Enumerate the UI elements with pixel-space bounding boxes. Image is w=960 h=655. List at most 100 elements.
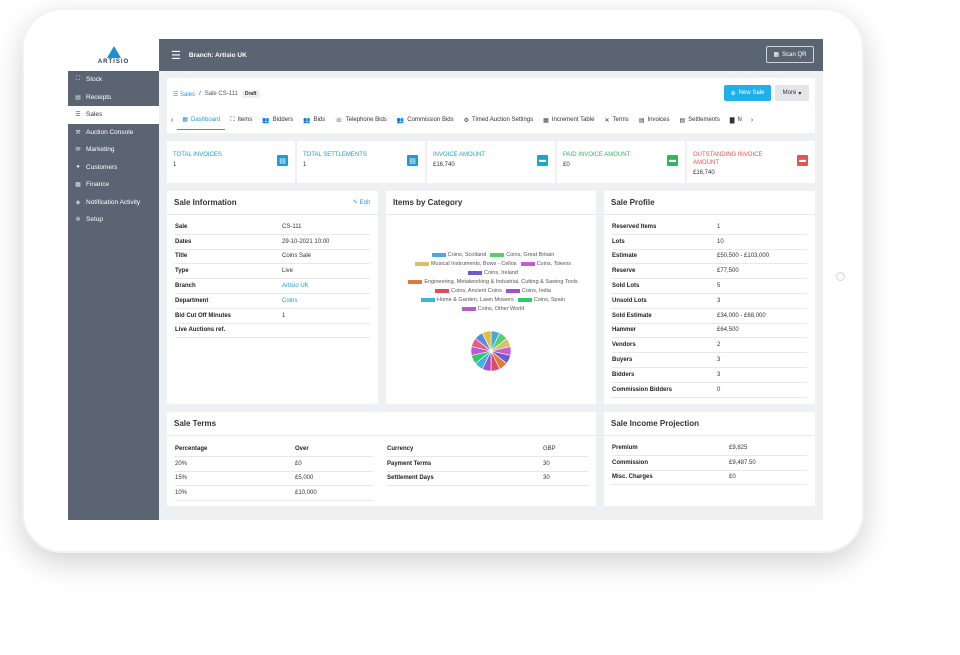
category-pie-chart — [470, 330, 512, 372]
tab-bidders[interactable]: 👥 Bidders — [257, 110, 298, 130]
legend-swatch — [414, 261, 429, 266]
tab-icon: 👥 — [303, 117, 311, 124]
legend-item[interactable]: Coins, Spain — [514, 297, 565, 303]
legend-item[interactable]: Coins, India — [502, 288, 551, 294]
caret-down-icon: ▾ — [798, 90, 802, 97]
info-row: Buyers 3 — [612, 353, 807, 368]
info-key: Misc. Charges — [612, 474, 653, 481]
info-value: Coins Sale — [282, 253, 312, 260]
sale-terms-title: Sale Terms — [167, 412, 596, 436]
terms-setting-row: Settlement Days 30 — [387, 472, 588, 487]
legend-item[interactable]: Coins, Ireland — [464, 270, 518, 276]
info-value: 3 — [717, 297, 721, 304]
app-screen: ARTISIO ⛶ Stock ▤ Receipts ☰ Sales ⚒ Auction Co… — [68, 39, 823, 520]
info-value[interactable]: Coins — [282, 297, 298, 304]
sidebar-item-auction-console[interactable]: ⚒ Auction Console — [68, 124, 159, 142]
tab-commission-bids[interactable]: 👥 Commission Bids — [392, 110, 459, 130]
sidebar-item-label: Notification Activity — [86, 198, 141, 206]
stat-label: PAID INVOICE AMOUNT — [563, 152, 631, 158]
menu-icon[interactable]: ☰ — [171, 49, 181, 62]
sidebar-item-customers[interactable]: ● Customers — [68, 159, 159, 177]
tab-terms[interactable]: ✕ Terms — [599, 110, 633, 130]
sidebar-item-sales[interactable]: ☰ Sales — [68, 106, 159, 124]
qr-icon: ▦ — [773, 52, 780, 58]
user-icon: ● — [76, 164, 80, 171]
scan-qr-button[interactable]: ▦ Scan QR — [766, 46, 814, 63]
pie-slice[interactable] — [481, 330, 492, 352]
stat-paid-invoice-amount: PAID INVOICE AMOUNT £0 ▬ — [557, 141, 685, 183]
tab-dashboard[interactable]: ▦ Dashboard — [177, 110, 226, 130]
plus-circle-icon: ⊕ — [730, 90, 736, 97]
tabs-scroll-left-icon[interactable]: ‹ — [171, 116, 174, 124]
info-key: Reserved Items — [612, 223, 657, 230]
legend-item[interactable]: Musical Instruments, Bows - Cellos — [411, 261, 517, 267]
legend-row: Coins, Ancient Coins Coins, India — [386, 287, 596, 296]
tab-timed-auction-settings[interactable]: ⚙ Timed Auction Settings — [459, 110, 539, 130]
legend-item[interactable]: Engineering, Metalworking & Industrial, … — [404, 279, 578, 285]
breadcrumb-sales-link[interactable]: ☰ Sales — [173, 91, 196, 98]
sidebar-item-label: Customers — [86, 163, 118, 171]
tab-items[interactable]: ⛶ Items — [225, 110, 257, 130]
sidebar-item-stock[interactable]: ⛶ Stock — [68, 71, 159, 89]
tab-n[interactable]: ▇ N — [725, 110, 747, 130]
edit-link[interactable]: ✎ Edit — [352, 200, 370, 206]
tab-icon: 👥 — [396, 117, 405, 124]
info-value: 10 — [717, 238, 724, 245]
sale-income-projection-card: Sale Income Projection Premium £9,825 Comm… — [604, 412, 815, 506]
legend-item[interactable]: Coins, Scotland — [428, 252, 486, 258]
info-value: 3 — [717, 371, 721, 378]
sidebar-item-setup[interactable]: ✲ Setup — [68, 211, 159, 229]
info-key: Live Auctions ref. — [175, 327, 226, 334]
tab-label: Settlements — [688, 117, 720, 123]
tab-label: Bidders — [272, 117, 294, 123]
legend-item[interactable]: Coins, Tokens — [517, 261, 571, 267]
tab-icon: ▤ — [679, 117, 686, 124]
sidebar-item-marketing[interactable]: ✉ Marketing — [68, 141, 159, 159]
list-icon: ☰ — [75, 112, 81, 119]
info-key: Bidders — [612, 371, 635, 378]
status-badge: Draft — [241, 90, 260, 98]
info-key: Branch — [175, 283, 196, 290]
sidebar-item-finance[interactable]: ▦ Finance — [68, 176, 159, 194]
info-key: Sold Estimate — [612, 312, 652, 319]
legend-label: Coins, Ireland — [484, 270, 518, 276]
sale-profile-title: Sale Profile — [604, 191, 815, 215]
info-key: Estimate — [612, 253, 638, 260]
legend-item[interactable]: Coins, Other World — [458, 306, 524, 312]
logo[interactable]: ARTISIO — [68, 39, 159, 71]
stat-outstanding-invoice-amount: OUTSTANDING INVOICE AMOUNT £16,740 ▬ — [687, 141, 815, 183]
new-sale-label: New Sale — [738, 90, 765, 96]
legend-label: Coins, India — [521, 288, 551, 294]
info-key: Unsold Lots — [612, 297, 647, 304]
new-sale-button[interactable]: ⊕ New Sale — [724, 85, 771, 101]
legend-item[interactable]: Coins, Ancient Coins — [431, 288, 502, 294]
info-row: Title Coins Sale — [175, 250, 370, 265]
info-row: Premium £9,825 — [612, 441, 807, 456]
terms-setting-key: Currency — [387, 445, 414, 452]
legend-label: Coins, Great Britain — [506, 252, 555, 258]
sidebar-item-notification-activity[interactable]: ◈ Notification Activity — [68, 194, 159, 212]
legend-swatch — [461, 306, 476, 311]
legend-item[interactable]: Home & Garden, Lawn Mowers — [417, 297, 514, 303]
info-value: £77,500 — [717, 268, 739, 275]
terms-percentage: 20% — [175, 460, 188, 467]
tab-telephone-bids[interactable]: ☏ Telephone Bids — [330, 110, 392, 130]
more-button[interactable]: More ▾ — [775, 85, 809, 101]
info-key: Type — [175, 268, 189, 275]
terms-row: 10% £10,000 — [175, 486, 373, 502]
sidebar-item-receipts[interactable]: ▤ Receipts — [68, 89, 159, 107]
gavel-icon: ⚒ — [75, 129, 81, 136]
tab-increment-table[interactable]: ▦ Increment Table — [538, 110, 599, 130]
info-value: £9,487.50 — [729, 459, 756, 466]
tab-settlements[interactable]: ▤ Settlements — [675, 110, 725, 130]
tabs-scroll-right-icon[interactable]: › — [750, 116, 754, 124]
info-value[interactable]: Artisio UK — [282, 283, 309, 290]
info-row: Branch Artisio UK — [175, 279, 370, 294]
tab-invoices[interactable]: ▤ Invoices — [634, 110, 675, 130]
tab-bids[interactable]: 👥 Bids — [298, 110, 330, 130]
sale-information-heading: Sale Information — [174, 198, 237, 207]
legend-item[interactable]: Coins, Great Britain — [486, 252, 554, 258]
stat-label: TOTAL SETTLEMENTS — [303, 152, 367, 158]
info-value: £64,500 — [717, 327, 739, 334]
tab-label: Items — [237, 117, 253, 123]
